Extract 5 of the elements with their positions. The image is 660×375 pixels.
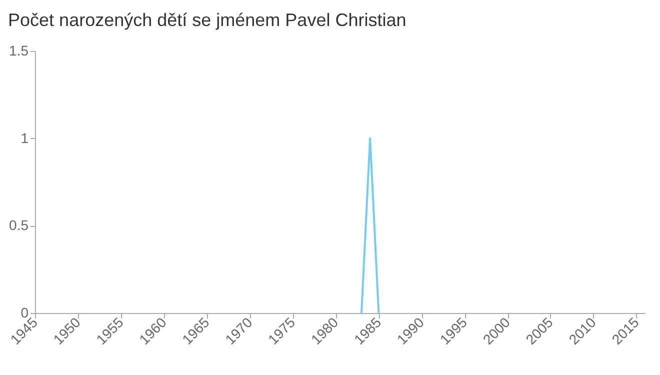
y-tick-label: 1 [20, 130, 29, 146]
chart-title: Počet narozených dětí se jménem Pavel Christian [8, 10, 406, 30]
y-tick-label: 0.5 [9, 217, 29, 234]
y-tick-label: 0 [20, 304, 29, 320]
y-tick-label: 1.5 [9, 42, 29, 58]
